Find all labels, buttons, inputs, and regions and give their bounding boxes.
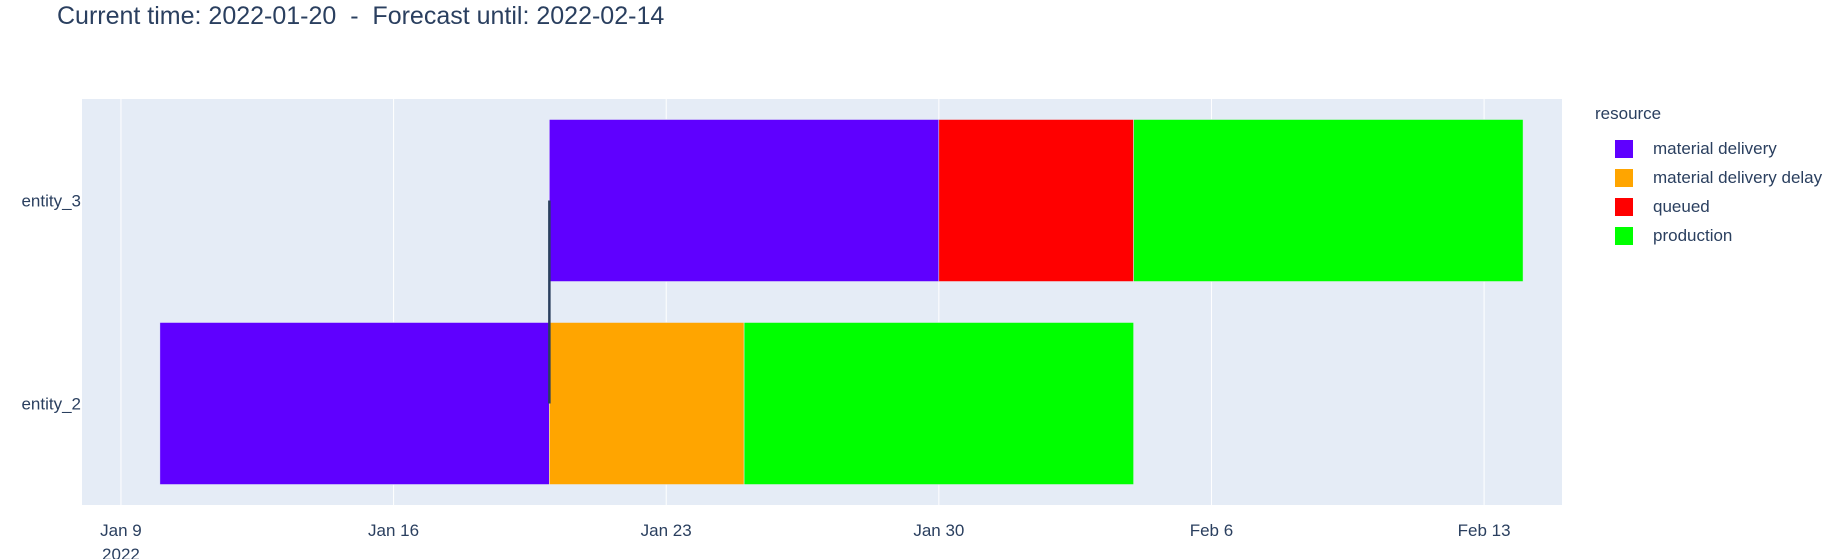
x-tick-label: Feb 6 bbox=[1190, 521, 1233, 540]
legend-label: material delivery delay bbox=[1653, 167, 1823, 187]
legend-item-production[interactable]: production bbox=[1595, 221, 1822, 250]
legend-label: queued bbox=[1653, 196, 1710, 216]
legend-swatch bbox=[1615, 226, 1633, 245]
y-tick-label: entity_2 bbox=[21, 395, 81, 414]
gantt-bar bbox=[159, 322, 550, 485]
x-tick-label: Jan 9 bbox=[100, 521, 142, 540]
gantt-bar bbox=[1133, 119, 1524, 282]
legend-item-material-delivery-delay[interactable]: material delivery delay bbox=[1595, 163, 1822, 192]
gantt-bar bbox=[743, 322, 1134, 485]
gantt-bar bbox=[549, 119, 940, 282]
legend-title: resource bbox=[1595, 104, 1662, 123]
legend-label: production bbox=[1653, 225, 1733, 245]
gantt-bar bbox=[938, 119, 1134, 282]
x-tick-label: Feb 13 bbox=[1458, 521, 1511, 540]
x-tick-label: Jan 23 bbox=[641, 521, 692, 540]
legend: resource material delivery material deli… bbox=[1595, 104, 1822, 250]
legend-label: material delivery bbox=[1653, 138, 1777, 158]
x-tick-label: Jan 30 bbox=[913, 521, 964, 540]
legend-swatch bbox=[1615, 197, 1633, 216]
legend-swatch bbox=[1615, 139, 1633, 158]
legend-item-queued[interactable]: queued bbox=[1595, 192, 1822, 221]
y-tick-label: entity_3 bbox=[21, 192, 81, 211]
chart-title: Current time: 2022-01-20 - Forecast unti… bbox=[57, 2, 665, 30]
legend-item-material-delivery[interactable]: material delivery bbox=[1595, 134, 1822, 163]
gantt-bar bbox=[549, 322, 745, 485]
legend-swatch bbox=[1615, 168, 1633, 187]
x-tick-sublabel: 2022 bbox=[102, 545, 140, 559]
x-tick-label: Jan 16 bbox=[368, 521, 419, 540]
